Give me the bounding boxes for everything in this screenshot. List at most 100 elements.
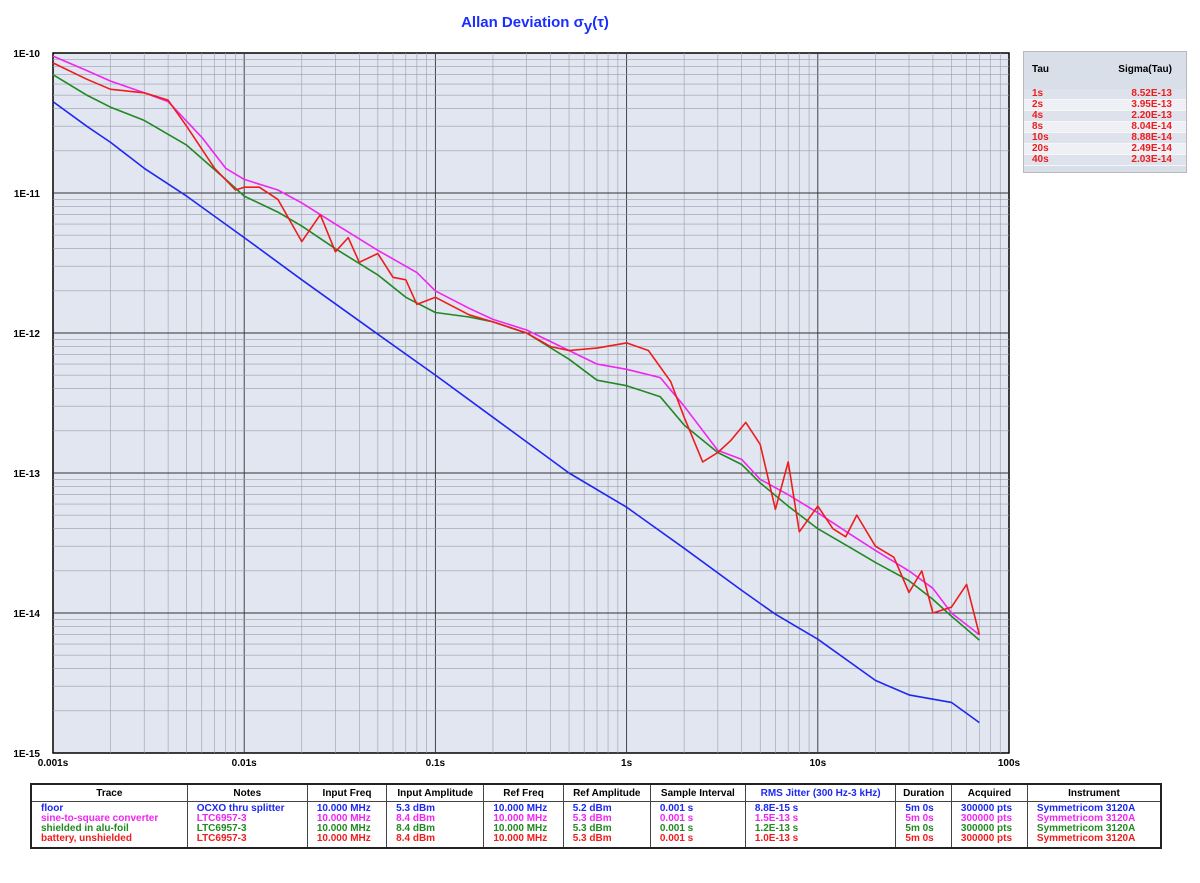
plot-area	[52, 52, 1010, 754]
legend-column-header: Trace	[31, 784, 188, 802]
legend-cell: 10.000 MHz	[483, 801, 564, 814]
legend-row: sine-to-square converter LTC6957-3 10.000 …	[31, 814, 1162, 824]
legend-row: battery, unshielded LTC6957-3 10.000 MHz 8.…	[31, 834, 1162, 848]
legend-cell: Symmetricom 3120A	[1027, 801, 1162, 814]
sigma-value: 2.20E-13	[1131, 110, 1172, 121]
tau-row: 20s 2.49E-14	[1024, 144, 1186, 155]
tau-value: 8s	[1032, 121, 1044, 132]
tau-table-rows: 1s 8.52E-13 2s 3.95E-13 4s 2.20E-13 8s 8.04E-14…	[1024, 89, 1186, 166]
legend-row: floor OCXO thru splitter 10.000 MHz 5.3 dBm…	[31, 801, 1162, 814]
legend-cell: 300000 pts	[951, 801, 1028, 814]
legend-cell: 10.000 MHz	[307, 824, 388, 834]
legend-cell: 5m 0s	[895, 801, 952, 814]
legend-cell: 5.2 dBm	[563, 801, 651, 814]
legend-cell: Symmetricom 3120A	[1027, 834, 1162, 848]
y-tick-label: 1E-14	[13, 609, 40, 620]
legend-cell: 5m 0s	[895, 814, 952, 824]
legend-column-header: RMS Jitter (300 Hz-3 kHz)	[745, 784, 897, 802]
legend-cell: 10.000 MHz	[307, 834, 388, 848]
legend-cell: LTC6957-3	[187, 814, 308, 824]
legend-cell: 8.8E-15 s	[745, 801, 897, 814]
tau-value: 1s	[1032, 88, 1044, 99]
sigma-value: 8.04E-14	[1131, 121, 1172, 132]
tau-row: 8s 8.04E-14	[1024, 122, 1186, 133]
legend-column-header: Instrument	[1027, 784, 1162, 802]
tau-value: 4s	[1032, 110, 1044, 121]
y-tick-label: 1E-11	[14, 189, 41, 200]
tau-row: 10s 8.88E-14	[1024, 133, 1186, 144]
legend-cell: 300000 pts	[951, 834, 1028, 848]
series-line-sine-to-square-converter	[52, 55, 980, 636]
chart-title-text: Allan Deviation	[461, 14, 570, 31]
legend-cell: 8.4 dBm	[386, 834, 485, 848]
tau-value: 10s	[1032, 132, 1049, 143]
legend-column-header: Ref Amplitude	[563, 784, 651, 802]
sigma-value: 8.52E-13	[1131, 88, 1172, 99]
tau-row: 4s 2.20E-13	[1024, 111, 1186, 122]
y-tick-label: 1E-10	[13, 49, 40, 60]
sigma-value: 2.03E-14	[1131, 154, 1172, 165]
legend-cell: 10.000 MHz	[307, 814, 388, 824]
tau-value: 20s	[1032, 143, 1049, 154]
chart-title-symbol: σ	[573, 14, 584, 31]
legend-cell: 5.3 dBm	[563, 814, 651, 824]
series-line-battery-unshielded	[52, 62, 981, 635]
x-tick-label: 0.1s	[426, 758, 446, 769]
legend-cell: 8.4 dBm	[386, 824, 485, 834]
legend-cell: sine-to-square converter	[31, 814, 188, 824]
chart-title-subscript: y	[583, 18, 593, 35]
x-tick-label: 0.001s	[38, 758, 69, 769]
legend-cell: 5.3 dBm	[563, 824, 651, 834]
legend-cell: 300000 pts	[951, 824, 1028, 834]
x-tick-label: 10s	[809, 758, 826, 769]
legend-cell: Symmetricom 3120A	[1027, 824, 1162, 834]
legend-header-row: Trace Notes Input Freq Input Amplitude Ref F…	[31, 784, 1162, 802]
legend-row: shielded in alu-foil LTC6957-3 10.000 MHz 8…	[31, 824, 1162, 834]
legend-cell: 1.5E-13 s	[745, 814, 897, 824]
tau-row: 2s 3.95E-13	[1024, 100, 1186, 111]
legend-cell: OCXO thru splitter	[187, 801, 308, 814]
tau-sigma-table: Tau Sigma(Tau) 1s 8.52E-13 2s 3.95E-13 4s 2.2…	[1023, 51, 1187, 173]
legend-cell: 8.4 dBm	[386, 814, 485, 824]
x-tick-label: 0.01s	[232, 758, 257, 769]
trace-legend-table: Trace Notes Input Freq Input Amplitude Ref F…	[30, 783, 1162, 849]
tau-value: 2s	[1032, 99, 1044, 110]
legend-cell: Symmetricom 3120A	[1027, 814, 1162, 824]
legend-cell: 300000 pts	[951, 814, 1028, 824]
tau-row: 1s 8.52E-13	[1024, 89, 1186, 100]
legend-cell: 0.001 s	[650, 814, 746, 824]
tau-table-header: Tau Sigma(Tau)	[1024, 52, 1186, 89]
series-layer	[52, 55, 981, 724]
legend-cell: LTC6957-3	[187, 834, 308, 848]
legend-cell: 5.3 dBm	[386, 801, 485, 814]
legend-column-header: Input Amplitude	[386, 784, 485, 802]
legend-cell: 1.0E-13 s	[745, 834, 897, 848]
legend-column-header: Sample Interval	[650, 784, 746, 802]
legend-cell: 10.000 MHz	[483, 834, 564, 848]
x-tick-label: 100s	[998, 758, 1021, 769]
sigma-value: 3.95E-13	[1131, 99, 1172, 110]
legend-cell: 0.001 s	[650, 801, 746, 814]
axis-ticks: 0.001s 0.01s 0.1s 1s 10s 100s 1E-10 1E-11 1E-12 1…	[13, 49, 1020, 769]
legend-cell: 10.000 MHz	[307, 801, 388, 814]
legend-cell: 0.001 s	[650, 824, 746, 834]
legend-cell: LTC6957-3	[187, 824, 308, 834]
legend-cell: shielded in alu-foil	[31, 824, 188, 834]
legend-column-header: Acquired	[951, 784, 1028, 802]
chart-title-suffix: (τ)	[592, 14, 609, 31]
allan-deviation-plot: 0.001s 0.01s 0.1s 1s 10s 100s 1E-10 1E-11 1E-12 1…	[13, 49, 1020, 769]
y-tick-label: 1E-15	[13, 749, 40, 760]
tau-value: 40s	[1032, 154, 1049, 165]
legend-cell: 1.2E-13 s	[745, 824, 897, 834]
legend-cell: battery, unshielded	[31, 834, 188, 848]
legend-cell: floor	[31, 801, 188, 814]
legend-column-header: Notes	[187, 784, 308, 802]
sigma-header: Sigma(Tau)	[1118, 64, 1172, 75]
legend-column-header: Input Freq	[307, 784, 388, 802]
y-tick-label: 1E-12	[13, 329, 40, 340]
legend-column-header: Ref Freq	[483, 784, 564, 802]
legend-cell: 0.001 s	[650, 834, 746, 848]
chart-title: Allan Deviation σy(τ)	[0, 14, 1070, 35]
y-tick-label: 1E-13	[13, 469, 40, 480]
legend-cell: 5m 0s	[895, 824, 952, 834]
